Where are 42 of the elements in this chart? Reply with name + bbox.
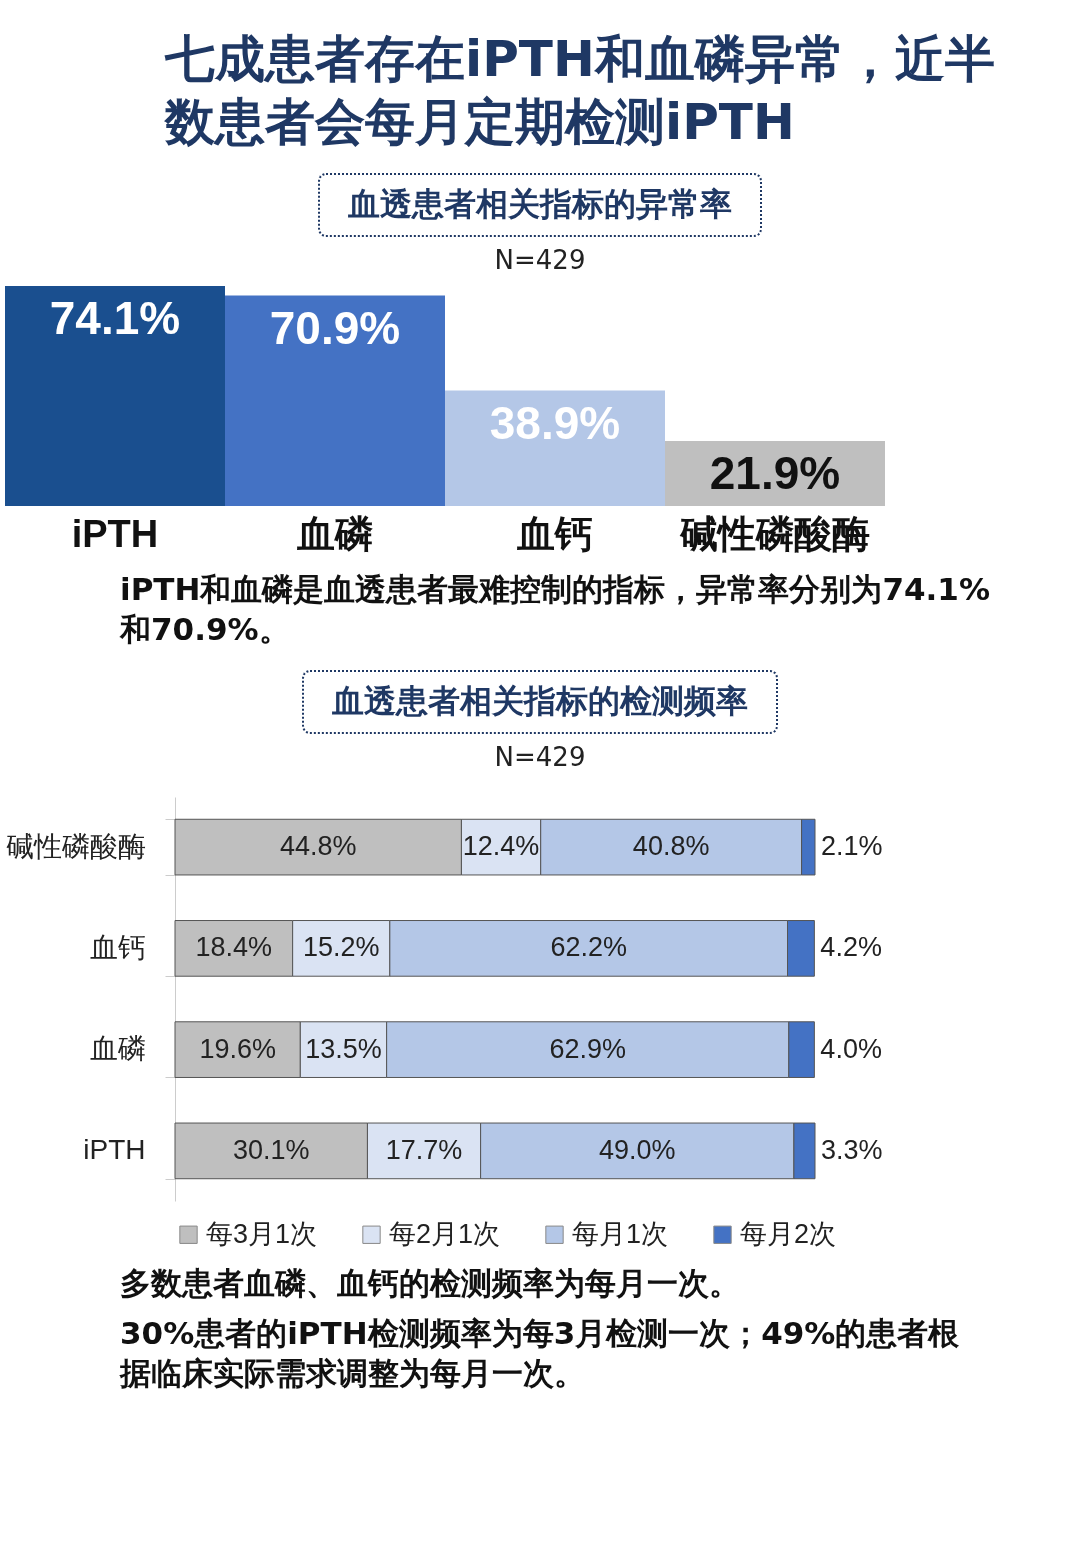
bar (225, 295, 445, 506)
bar (5, 286, 225, 506)
chart-title: 七成患者存在iPTH和血磷异常，近半数患者会每月定期检测iPTH (165, 29, 996, 153)
x-tick-label: 血钙 (516, 512, 593, 555)
y-tick-label: 血磷 (89, 1032, 146, 1064)
legend-label: 每月1次 (572, 1218, 669, 1249)
data-label: 70.9% (269, 301, 401, 354)
data-label: 62.9% (549, 1033, 626, 1064)
legend-label: 每2月1次 (389, 1218, 501, 1249)
y-tick-label: 血钙 (89, 931, 146, 963)
data-label: 13.5% (305, 1033, 382, 1064)
data-label: 30.1% (232, 1134, 310, 1165)
x-tick-label: 血磷 (296, 512, 373, 555)
y-tick-label: iPTH (83, 1133, 146, 1165)
text: iPTH和血磷是血透患者最难控制的指标，异常率分别为74.1%和70.9%。 (120, 570, 990, 650)
data-label: 18.4% (195, 931, 273, 962)
legend-label: 每3月1次 (206, 1218, 318, 1249)
data-label: 40.8% (632, 830, 710, 861)
legend-label: 每月2次 (740, 1218, 837, 1249)
y-tick-label: 碱性磷酸酶 (5, 830, 146, 862)
data-label: 38.9% (489, 396, 621, 449)
chart-title: 血透患者相关指标的检测频率 (302, 669, 778, 734)
data-label: 19.6% (199, 1033, 276, 1064)
data-label: 4.2% (820, 931, 882, 962)
data-label: 74.1% (49, 292, 181, 344)
data-label: 62.2% (550, 931, 627, 962)
data-label: 44.8% (279, 830, 357, 861)
text: 多数患者血磷、血钙的检测频率为每月一次。 (120, 1263, 741, 1303)
data-label: 49.0% (598, 1134, 676, 1165)
data-label: 17.7% (385, 1134, 463, 1165)
data-label: 15.2% (302, 931, 380, 962)
data-label: 3.3% (821, 1134, 883, 1165)
text: 30%患者的iPTH检测频率为每3月检测一次；49%的患者根据临床实际需求调整为每月一次。 (120, 1313, 961, 1394)
text: N=429 (493, 741, 587, 772)
data-label: 21.9% (709, 446, 841, 499)
data-label: 4.0% (820, 1033, 882, 1064)
bar (445, 390, 665, 506)
data-label: 12.4% (462, 830, 540, 861)
data-label: 2.1% (821, 830, 883, 861)
x-tick-label: 碱性磷酸酶 (679, 512, 870, 555)
text: N=429 (493, 245, 587, 275)
chart-subtitle: 血透患者相关指标的异常率 (318, 173, 762, 237)
